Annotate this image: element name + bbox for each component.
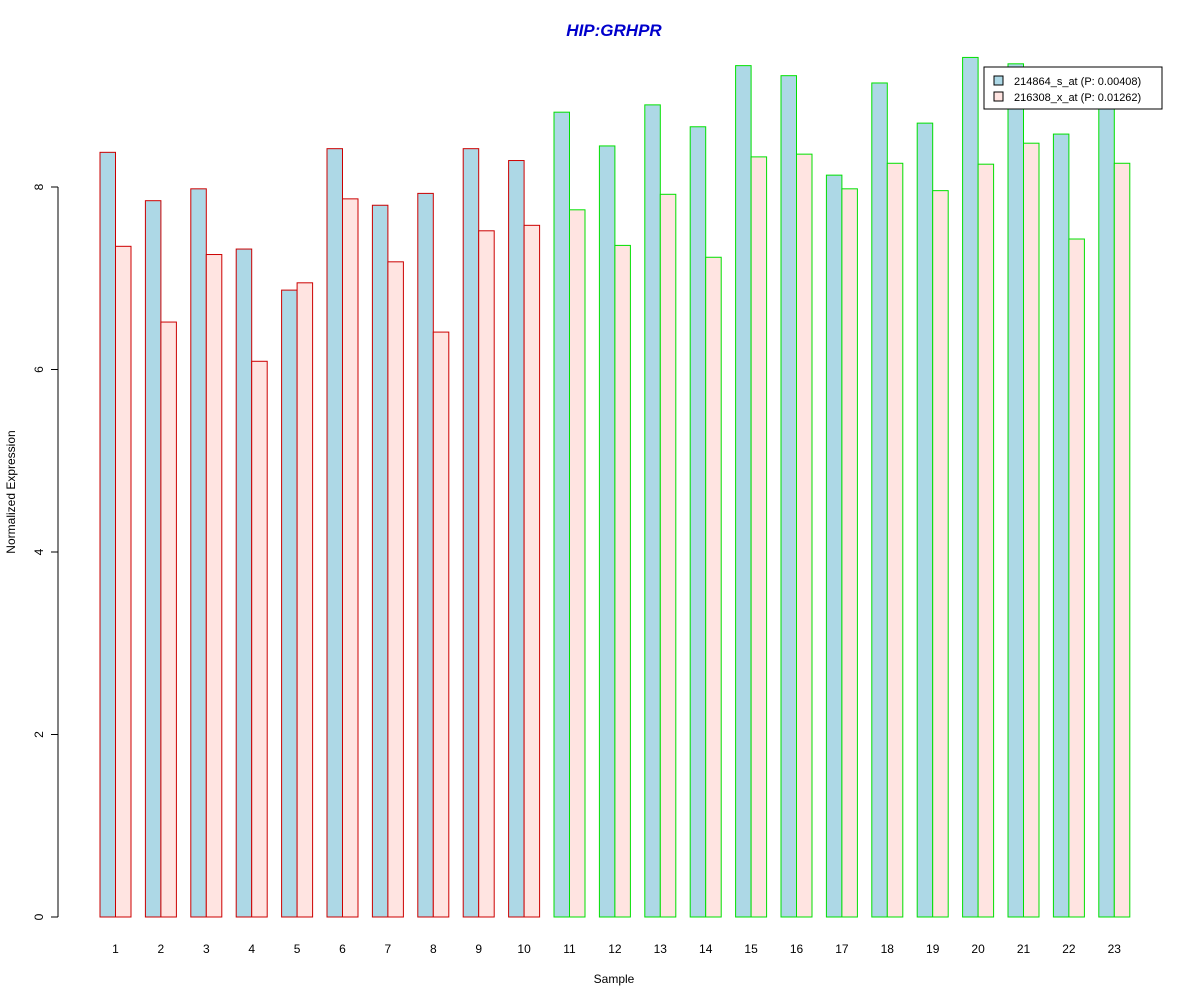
bar-sample-1-series-1 [99, 151, 116, 918]
bar-sample-16-series-2 [796, 153, 813, 918]
y-tick-label: 8 [32, 183, 46, 190]
y-tick-label: 0 [32, 913, 46, 920]
bar-sample-13-series-1 [644, 104, 661, 918]
x-tick-label: 1 [112, 942, 119, 956]
bar-sample-11-series-1 [553, 111, 570, 918]
x-tick-label: 20 [971, 942, 985, 956]
bar-sample-18-series-2 [886, 162, 904, 918]
x-tick-label: 4 [248, 942, 255, 956]
x-tick-labels: 1 2 3 4 5 6 7 8 9 10 11 12 13 14 15 16 17 18 19 20 21 22 23 [112, 942, 1121, 956]
x-tick-label: 10 [517, 942, 531, 956]
bar-sample-3-series-1 [190, 188, 207, 918]
bar-sample-17-series-1 [825, 174, 843, 918]
x-tick-label: 18 [881, 942, 895, 956]
bar-sample-8-series-1 [417, 192, 434, 918]
legend-swatch-2 [993, 91, 1004, 102]
x-tick-label: 5 [294, 942, 301, 956]
x-tick-label: 21 [1017, 942, 1031, 956]
bar-sample-2-series-2 [160, 321, 177, 918]
y-axis: 0 2 4 6 8 [32, 183, 59, 920]
bar-sample-17-series-2 [841, 188, 858, 918]
x-tick-label: 2 [158, 942, 165, 956]
bar-sample-7-series-2 [387, 261, 404, 918]
bar-sample-23-series-1 [1098, 102, 1115, 918]
bar-sample-10-series-2 [523, 224, 541, 918]
bar-sample-7-series-1 [371, 204, 389, 918]
x-tick-label: 11 [563, 942, 576, 956]
legend-entry-1: 214864_s_at (P: 0.00408) [1014, 76, 1141, 88]
legend-entry-2: 216308_x_at (P: 0.01262) [1014, 92, 1141, 104]
x-tick-label: 17 [835, 942, 849, 956]
x-tick-label: 14 [699, 942, 713, 956]
bar-sample-3-series-2 [205, 254, 223, 918]
bar-sample-19-series-2 [932, 190, 949, 918]
x-tick-label: 9 [475, 942, 482, 956]
bar-sample-5-series-2 [296, 282, 314, 918]
bar-sample-9-series-2 [478, 230, 495, 918]
x-tick-label: 8 [430, 942, 437, 956]
bar-sample-21-series-2 [1023, 142, 1040, 918]
bar-sample-4-series-1 [235, 248, 253, 918]
y-tick-label: 2 [32, 731, 46, 738]
x-tick-label: 7 [385, 942, 392, 956]
bar-sample-16-series-1 [780, 75, 797, 918]
x-tick-label: 16 [790, 942, 804, 956]
bar-sample-6-series-2 [342, 198, 359, 918]
y-axis-label: Normalized Expression [4, 430, 18, 553]
bar-sample-22-series-1 [1052, 133, 1070, 918]
bar-sample-8-series-2 [432, 331, 450, 918]
legend: 214864_s_at (P: 0.00408) 216308_x_at (P: … [983, 66, 1163, 110]
bar-sample-9-series-1 [462, 148, 480, 918]
bar-sample-20-series-1 [962, 56, 979, 918]
x-tick-label: 3 [203, 942, 210, 956]
bar-sample-14-series-1 [689, 126, 707, 918]
bar-sample-12-series-1 [598, 145, 616, 918]
bar-sample-18-series-1 [871, 82, 888, 918]
bar-sample-21-series-1 [1007, 63, 1024, 918]
bar-sample-12-series-2 [614, 244, 631, 918]
bar-sample-5-series-1 [281, 289, 298, 918]
bar-sample-22-series-2 [1068, 238, 1085, 918]
bars-group [99, 56, 1131, 918]
x-tick-label: 19 [926, 942, 940, 956]
x-axis-label: Sample [594, 972, 635, 986]
x-tick-label: 13 [654, 942, 668, 956]
bar-sample-1-series-2 [115, 245, 132, 918]
bar-sample-19-series-1 [916, 122, 934, 918]
x-tick-label: 12 [608, 942, 622, 956]
x-tick-label: 22 [1062, 942, 1076, 956]
bar-sample-15-series-2 [750, 156, 768, 918]
chart-title: HIP:GRHPR [566, 21, 662, 40]
x-tick-label: 23 [1108, 942, 1122, 956]
bar-sample-15-series-1 [735, 65, 752, 918]
x-tick-label: 6 [339, 942, 346, 956]
bar-sample-4-series-2 [251, 360, 268, 918]
x-tick-label: 15 [744, 942, 758, 956]
bar-sample-23-series-2 [1113, 162, 1131, 918]
y-tick-label: 6 [32, 366, 46, 373]
bar-sample-10-series-1 [508, 160, 525, 918]
legend-box [983, 66, 1163, 110]
y-tick-label: 4 [32, 548, 46, 555]
bar-sample-11-series-2 [569, 209, 586, 918]
bar-sample-6-series-1 [326, 148, 343, 918]
legend-swatch-1 [993, 75, 1004, 86]
bar-sample-13-series-2 [659, 193, 677, 918]
bar-sample-2-series-1 [144, 200, 162, 918]
bar-sample-20-series-2 [977, 163, 995, 918]
bar-sample-14-series-2 [705, 256, 722, 918]
